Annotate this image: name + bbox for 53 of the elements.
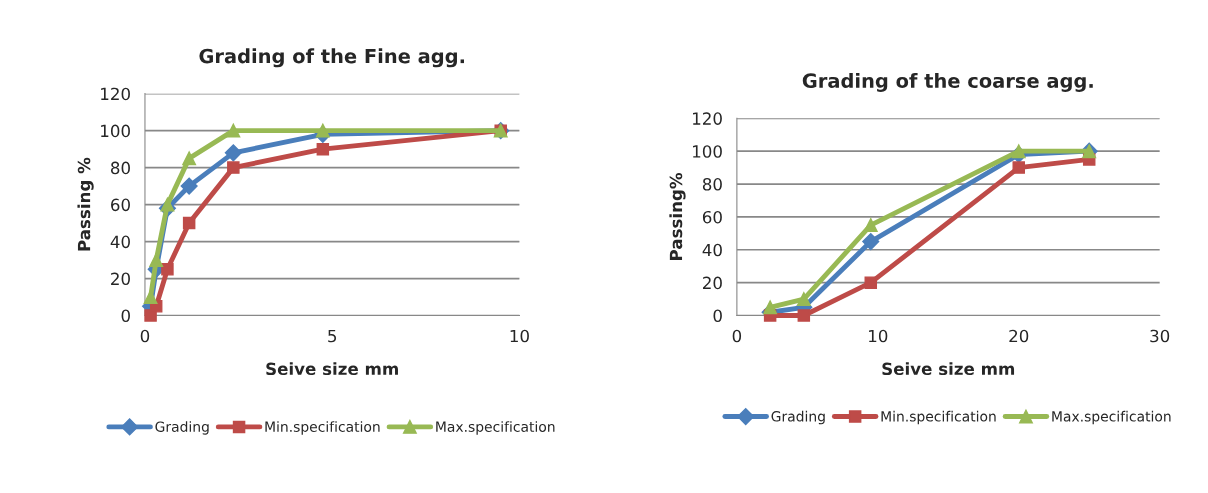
point <box>1012 161 1025 174</box>
x-axis-title: Seive size mm <box>266 362 398 376</box>
y-tick-label: 0 <box>121 309 130 323</box>
x-tick-label: 10 <box>869 329 888 343</box>
point <box>160 197 175 212</box>
point <box>862 233 880 251</box>
x-tick-label: 0 <box>732 329 742 343</box>
point <box>864 276 878 289</box>
legend-label: Min.specification <box>265 421 380 435</box>
y-tick-label: 20 <box>111 272 130 286</box>
point <box>182 151 197 166</box>
y-tick-label: 40 <box>110 235 130 249</box>
y-tick-label: 120 <box>693 112 722 125</box>
y-tick-label: 80 <box>110 161 130 175</box>
point <box>180 177 198 195</box>
y-tick-label: 0 <box>713 309 722 323</box>
y-axis-title: Passing % <box>77 157 94 251</box>
point <box>182 216 196 230</box>
y-tick-label: 60 <box>702 210 722 224</box>
point <box>863 218 878 233</box>
point <box>316 142 330 156</box>
y-tick-label: 100 <box>693 145 722 158</box>
point <box>224 144 242 162</box>
legend-label: Min.specification <box>881 410 996 425</box>
point <box>763 300 778 315</box>
point <box>149 253 164 268</box>
point <box>226 123 241 138</box>
point <box>796 292 811 307</box>
y-tick-label: 80 <box>702 178 722 191</box>
y-tick-label: 100 <box>101 124 130 138</box>
point <box>161 263 174 276</box>
point <box>143 290 158 304</box>
point <box>797 309 811 322</box>
x-tick-label: 10 <box>510 329 529 343</box>
x-tick-label: 5 <box>328 329 337 343</box>
legend-label: Grading <box>771 410 825 425</box>
y-axis-title: Passing% <box>669 172 686 260</box>
x-tick-label: 0 <box>140 329 150 343</box>
x-tick-label: 20 <box>1009 329 1029 343</box>
x-axis-title: Seive size mm <box>882 362 1015 376</box>
legend-label: Max.specification <box>436 421 555 435</box>
chart-title: Grading of the coarse agg. <box>802 72 1093 92</box>
legend-label: Max.specification <box>1052 410 1171 425</box>
chart-title: Grading of the Fine agg. <box>199 48 464 68</box>
y-tick-label: 40 <box>702 243 722 257</box>
point <box>227 161 240 174</box>
y-tick-label: 120 <box>101 87 130 101</box>
x-tick-label: 30 <box>1150 329 1170 343</box>
y-tick-label: 60 <box>111 198 130 212</box>
legend-label: Grading <box>155 421 209 435</box>
y-tick-label: 20 <box>703 276 722 290</box>
point <box>315 123 330 138</box>
point <box>1011 144 1026 159</box>
